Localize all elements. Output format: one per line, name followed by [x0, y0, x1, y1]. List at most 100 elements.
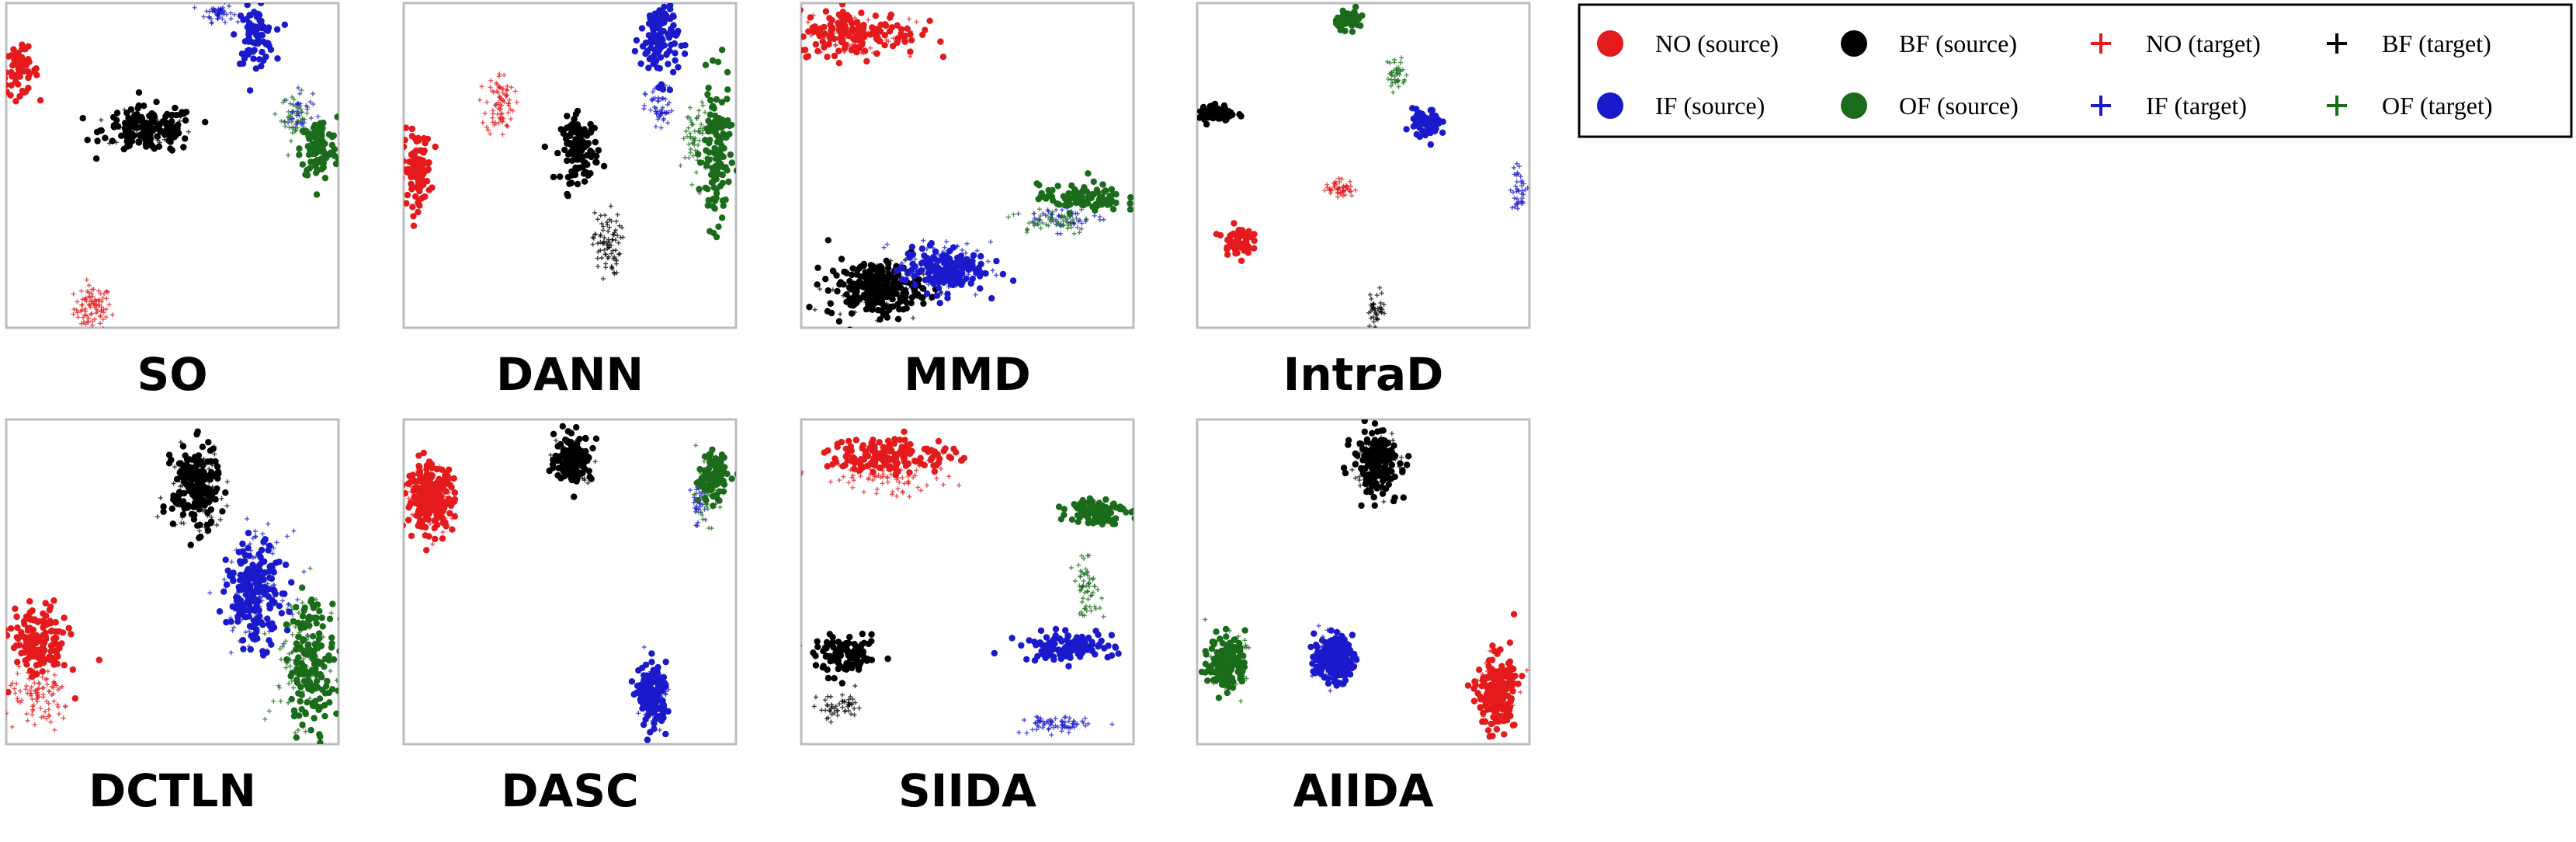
point-target — [47, 714, 52, 719]
point-target — [40, 694, 46, 700]
point-target — [55, 687, 61, 693]
cluster-bf-source — [1197, 100, 1245, 128]
point-target — [840, 705, 845, 710]
point-source — [301, 604, 308, 611]
point-source — [205, 439, 212, 446]
point-target — [223, 19, 227, 25]
point-target — [1375, 334, 1380, 339]
point-source — [25, 85, 32, 92]
point-source — [142, 141, 149, 148]
point-source — [317, 733, 324, 740]
point-target — [498, 116, 503, 121]
point-source — [706, 473, 714, 481]
point-target — [224, 3, 225, 5]
point-source — [809, 24, 816, 31]
point-target — [55, 702, 61, 708]
point-target — [52, 727, 57, 732]
point-source — [733, 167, 736, 174]
point-source — [289, 670, 296, 677]
point-source — [243, 16, 250, 23]
point-target — [294, 101, 300, 106]
point-source — [854, 283, 862, 290]
point-source — [877, 316, 884, 323]
point-source — [306, 622, 313, 629]
point-target — [1038, 715, 1043, 721]
point-source — [314, 601, 321, 608]
point-target — [286, 651, 292, 656]
point-source — [404, 191, 411, 199]
point-target — [1515, 201, 1520, 207]
point-target — [554, 438, 559, 444]
point-source — [433, 512, 441, 520]
point-source — [299, 613, 307, 620]
point-source — [330, 656, 338, 663]
point-target — [228, 10, 234, 16]
point-source — [175, 130, 182, 137]
point-target — [1071, 231, 1077, 236]
point-target — [87, 303, 92, 308]
point-source — [859, 284, 867, 291]
point-source — [647, 709, 654, 716]
point-target — [813, 694, 818, 700]
point-source — [425, 533, 432, 540]
panel-title: DCTLN — [89, 764, 256, 817]
point-source — [266, 601, 273, 608]
point-target — [890, 489, 895, 495]
point-source — [148, 142, 156, 149]
point-source — [417, 147, 424, 154]
point-target — [305, 104, 311, 110]
point-target — [1053, 723, 1058, 729]
point-target — [1022, 718, 1027, 722]
point-source — [713, 233, 720, 241]
point-source — [263, 649, 270, 656]
point-source — [192, 493, 199, 501]
point-target — [580, 476, 585, 481]
panel-points — [801, 3, 1134, 328]
point-source — [446, 510, 453, 517]
point-source — [304, 172, 311, 179]
point-source — [713, 491, 720, 499]
point-target — [709, 526, 714, 531]
point-source — [407, 501, 414, 508]
point-source — [61, 614, 68, 621]
point-source — [571, 461, 578, 468]
point-source — [404, 124, 409, 131]
point-target — [650, 89, 655, 95]
point-target — [861, 489, 866, 495]
point-source — [246, 87, 254, 94]
point-source — [858, 9, 865, 16]
point-source — [1422, 114, 1430, 122]
point-source — [705, 117, 712, 124]
point-source — [318, 673, 325, 680]
point-target — [837, 701, 842, 707]
point-target — [484, 124, 489, 130]
point-target — [912, 256, 918, 262]
cluster-if-source — [216, 530, 295, 659]
point-source — [306, 613, 313, 621]
point-source — [260, 38, 267, 45]
point-source — [571, 116, 578, 123]
point-source — [1425, 124, 1432, 131]
point-target — [829, 712, 835, 717]
point-source — [1078, 197, 1086, 204]
point-source — [665, 34, 673, 41]
point-source — [1070, 194, 1077, 202]
cluster-if-source — [1403, 105, 1446, 148]
point-target — [696, 142, 701, 148]
point-source — [814, 47, 821, 54]
point-source — [713, 118, 721, 125]
point-source — [573, 424, 580, 431]
point-source — [573, 447, 580, 455]
point-target — [485, 127, 491, 133]
point-target — [297, 91, 303, 96]
point-target — [1512, 204, 1518, 210]
point-source — [582, 159, 588, 166]
point-target — [669, 108, 675, 113]
point-source — [311, 158, 318, 165]
point-target — [1040, 725, 1045, 730]
point-target — [280, 99, 286, 105]
point-target — [99, 299, 105, 304]
point-source — [648, 702, 655, 709]
point-source — [836, 280, 843, 288]
